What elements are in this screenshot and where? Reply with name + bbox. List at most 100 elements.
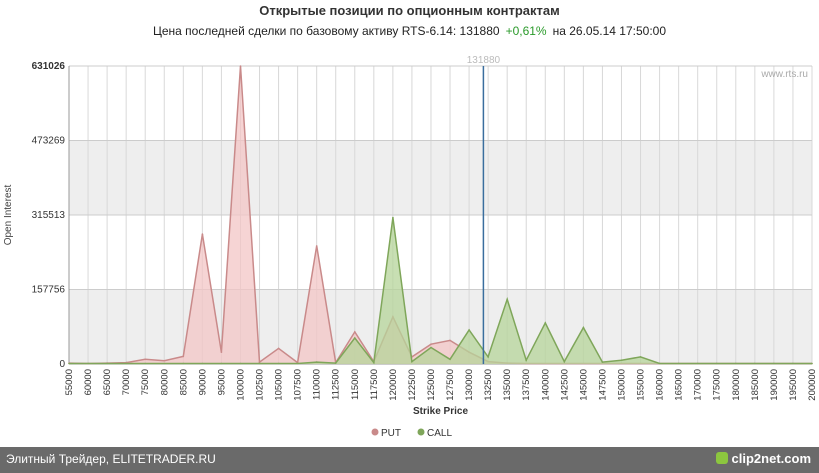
data-point-call	[430, 346, 432, 349]
x-tick-label: 115000	[350, 369, 361, 400]
x-tick-label: 132500	[483, 369, 494, 401]
y-tick-label: 157756	[32, 285, 66, 296]
data-point-call	[715, 362, 718, 365]
data-point-call	[220, 362, 223, 365]
data-point-put	[201, 233, 204, 235]
data-point-call	[735, 362, 737, 365]
data-point-call	[182, 362, 185, 365]
footer-logo-text: clip2net.com	[731, 451, 811, 466]
x-tick-label: 185000	[750, 369, 761, 401]
chart-subtitle: Цена последней сделки по базовому активу…	[0, 24, 819, 38]
y-tick-label: 315513	[32, 210, 66, 221]
data-point-call	[449, 358, 451, 361]
data-point-call	[468, 329, 470, 331]
x-tick-label: 135000	[502, 369, 513, 401]
data-point-call	[125, 362, 127, 365]
x-tick-label: 125000	[426, 369, 437, 401]
x-tick-label: 85000	[178, 369, 189, 395]
x-tick-label: 190000	[769, 369, 780, 401]
y-tick-label: 473269	[32, 136, 66, 147]
data-point-put	[449, 339, 451, 342]
open-interest-chart: 0 157756 315513 473269 631026 131880 www.rts.r…	[3, 55, 818, 439]
x-tick-label: 180000	[731, 369, 742, 401]
data-point-put	[220, 351, 223, 354]
plot-band-2	[69, 140, 812, 215]
data-point-call	[106, 362, 108, 365]
x-tick-label: 107500	[293, 369, 304, 401]
data-point-put	[354, 331, 356, 333]
x-tick-label: 150000	[616, 369, 627, 401]
data-point-call	[525, 359, 527, 362]
data-point-call	[563, 360, 566, 363]
footer-bar: Элитный Трейдер, ELITETRADER.RU clip2net…	[0, 447, 819, 473]
x-tick-label: 140000	[540, 369, 551, 401]
data-point-put	[277, 347, 280, 350]
legend: PUT CALL	[371, 428, 452, 439]
data-point-call	[144, 362, 146, 365]
y-tick-label: 631026	[32, 61, 66, 72]
legend-label-call: CALL	[427, 428, 452, 439]
x-tick-label: 117500	[369, 369, 380, 400]
data-point-call	[677, 362, 680, 365]
price-change: +0,61%	[505, 24, 547, 38]
y-axis-title: Open Interest	[3, 184, 14, 245]
x-tick-label: 200000	[807, 369, 818, 401]
data-point-call	[315, 361, 318, 363]
data-point-call	[239, 362, 242, 365]
x-tick-label: 170000	[693, 369, 704, 401]
data-point-call	[373, 361, 375, 364]
data-point-call	[811, 362, 813, 365]
data-point-call	[582, 326, 585, 329]
data-point-call	[163, 362, 166, 365]
x-tick-label: 122500	[407, 369, 418, 401]
x-tick-label: 137500	[521, 369, 532, 401]
x-tick-label: 175000	[712, 369, 723, 401]
data-point-call	[601, 361, 604, 363]
x-tick-label: 70000	[121, 369, 132, 395]
x-axis-title: Strike Price	[413, 406, 468, 417]
x-tick-label: 110000	[312, 369, 323, 400]
x-tick-label: 130000	[464, 369, 475, 401]
x-tick-label: 60000	[83, 369, 94, 395]
x-tick-label: 55000	[64, 369, 75, 395]
x-tick-label: 90000	[197, 369, 208, 395]
legend-marker-put	[371, 428, 379, 436]
x-tick-label: 102500	[255, 369, 266, 401]
x-tick-label: 155000	[636, 369, 647, 401]
data-point-put	[182, 355, 185, 358]
data-point-put	[315, 245, 318, 247]
data-point-call	[658, 362, 661, 365]
data-point-put	[163, 359, 166, 362]
data-point-call	[392, 216, 394, 219]
data-point-call	[773, 362, 775, 365]
x-tick-label: 105000	[274, 369, 285, 401]
x-tick-label: 142500	[559, 369, 570, 401]
data-point-put	[430, 343, 432, 346]
x-tick-label: 120000	[388, 369, 399, 401]
data-point-call	[506, 298, 509, 301]
data-point-call	[754, 362, 756, 365]
footer-logo: clip2net.com	[715, 451, 811, 466]
data-point-call	[639, 356, 642, 358]
data-point-call	[296, 362, 299, 365]
data-point-call	[792, 362, 794, 365]
x-tick-label: 95000	[216, 369, 227, 395]
x-tick-label: 112500	[331, 369, 342, 400]
data-point-call	[354, 337, 356, 339]
last-price-label: 131880	[467, 55, 501, 66]
x-tick-label: 165000	[674, 369, 685, 401]
x-tick-label: 127500	[445, 369, 456, 401]
last-price: 131880	[459, 24, 500, 38]
data-point-call	[87, 362, 89, 365]
legend-marker-call	[417, 428, 425, 436]
data-point-call	[620, 359, 623, 362]
y-tick-label: 0	[59, 359, 65, 370]
footer-source-text: Элитный Трейдер, ELITETRADER.RU	[6, 452, 216, 466]
subtitle-prefix: Цена последней сделки по базовому активу…	[153, 24, 457, 38]
data-point-put	[258, 361, 261, 363]
x-tick-label: 80000	[159, 369, 170, 395]
x-tick-label: 65000	[102, 369, 113, 395]
data-point-call	[487, 356, 489, 358]
x-tick-label: 147500	[597, 369, 608, 401]
quote-date: на 26.05.14 17:50:00	[552, 24, 666, 38]
